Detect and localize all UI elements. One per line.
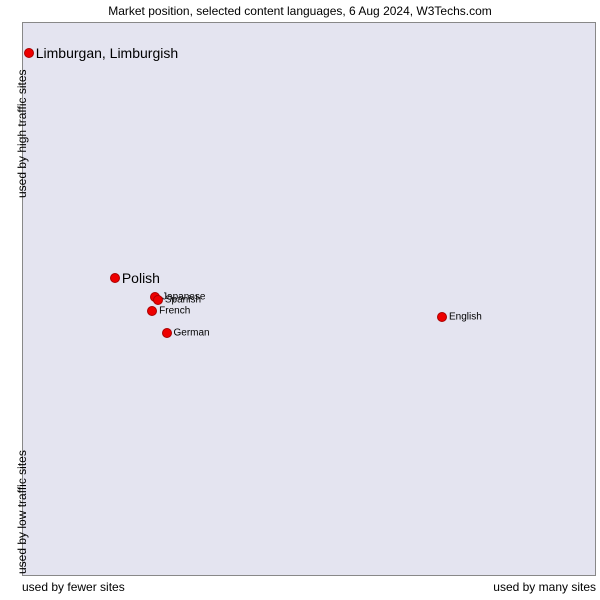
x-axis-left-label: used by fewer sites (22, 580, 125, 594)
data-point-marker (24, 48, 34, 58)
data-point-label: French (159, 306, 190, 317)
data-point-label: English (449, 311, 482, 322)
data-point-marker (110, 273, 120, 283)
chart-title: Market position, selected content langua… (0, 4, 600, 18)
market-position-chart: Market position, selected content langua… (0, 0, 600, 600)
data-point-marker (162, 328, 172, 338)
data-point-marker (437, 312, 447, 322)
data-point-marker (153, 295, 163, 305)
y-axis-high-label: used by high traffic sites (15, 69, 29, 198)
data-point-label: Polish (122, 270, 160, 286)
data-point-label: Spanish (165, 295, 201, 306)
x-axis-right-label: used by many sites (493, 580, 596, 594)
plot-area: Limburgan, LimburgishPolishJapaneseSpani… (22, 22, 596, 576)
data-point-label: German (174, 328, 210, 339)
data-point-label: Limburgan, Limburgish (36, 45, 178, 61)
y-axis-low-label: used by low traffic sites (15, 450, 29, 574)
data-point-marker (147, 306, 157, 316)
